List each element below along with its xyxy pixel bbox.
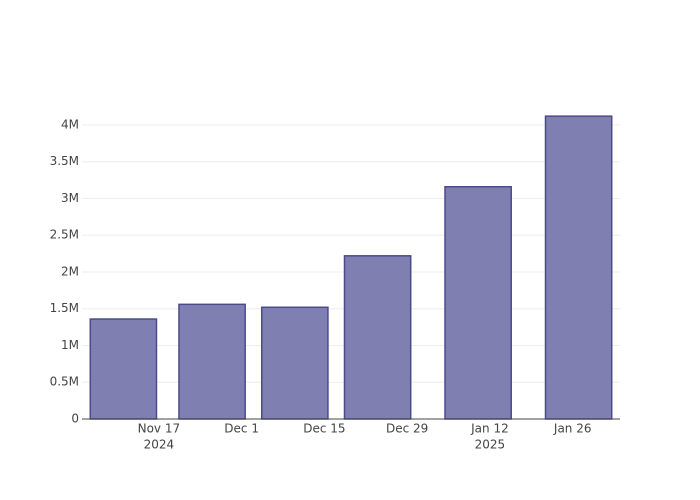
x-tick-year: 2024 [144,438,175,452]
x-tick-year: 2025 [475,438,506,452]
y-tick-label: 0.5M [50,375,79,389]
bar [343,255,412,420]
x-tick-label: Dec 29 [386,422,428,436]
y-tick-label: 2M [61,264,79,278]
y-tick-label: 0 [71,412,79,426]
y-tick-label: 4M [61,117,79,131]
y-tick-label: 2.5M [50,228,79,242]
x-tick-label: Jan 26 [553,422,592,436]
x-tick-label: Nov 17 [138,422,181,436]
x-tick-label: Dec 1 [224,422,259,436]
bar [444,185,512,420]
y-tick-label: 3.5M [50,154,79,168]
bar [260,306,329,420]
y-tick-label: 3M [61,191,79,205]
y-tick-label: 1M [61,338,79,352]
x-tick-label: Dec 15 [303,422,345,436]
bar [544,115,613,420]
bar [178,303,246,420]
bar [89,318,158,420]
y-tick-label: 1.5M [50,301,79,315]
x-tick-label: Jan 12 [470,422,509,436]
